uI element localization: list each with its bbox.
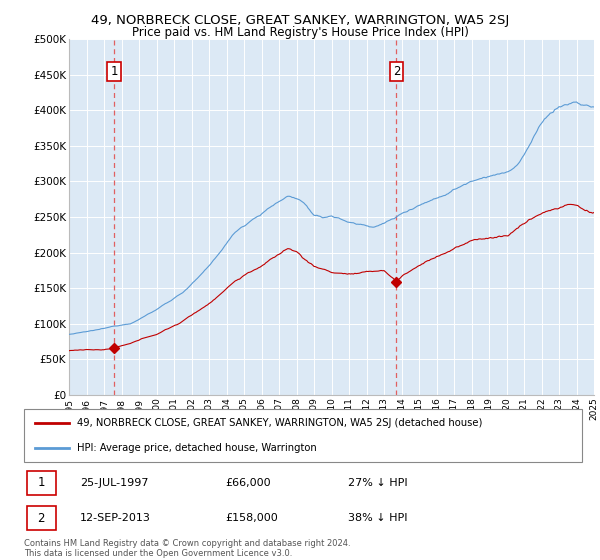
Text: 12-SEP-2013: 12-SEP-2013 [80,513,151,523]
Text: 49, NORBRECK CLOSE, GREAT SANKEY, WARRINGTON, WA5 2SJ: 49, NORBRECK CLOSE, GREAT SANKEY, WARRIN… [91,14,509,27]
Text: 38% ↓ HPI: 38% ↓ HPI [347,513,407,523]
Text: 2: 2 [38,511,45,525]
Text: 2: 2 [392,65,400,78]
Text: 49, NORBRECK CLOSE, GREAT SANKEY, WARRINGTON, WA5 2SJ (detached house): 49, NORBRECK CLOSE, GREAT SANKEY, WARRIN… [77,418,482,428]
Text: Price paid vs. HM Land Registry's House Price Index (HPI): Price paid vs. HM Land Registry's House … [131,26,469,39]
Text: HPI: Average price, detached house, Warrington: HPI: Average price, detached house, Warr… [77,442,317,452]
Text: 25-JUL-1997: 25-JUL-1997 [80,478,148,488]
FancyBboxPatch shape [24,409,582,462]
Text: 27% ↓ HPI: 27% ↓ HPI [347,478,407,488]
Text: 1: 1 [38,477,45,489]
FancyBboxPatch shape [27,506,56,530]
Text: 1: 1 [110,65,118,78]
Text: £66,000: £66,000 [225,478,271,488]
FancyBboxPatch shape [27,471,56,495]
Text: Contains HM Land Registry data © Crown copyright and database right 2024.
This d: Contains HM Land Registry data © Crown c… [24,539,350,558]
Text: £158,000: £158,000 [225,513,278,523]
